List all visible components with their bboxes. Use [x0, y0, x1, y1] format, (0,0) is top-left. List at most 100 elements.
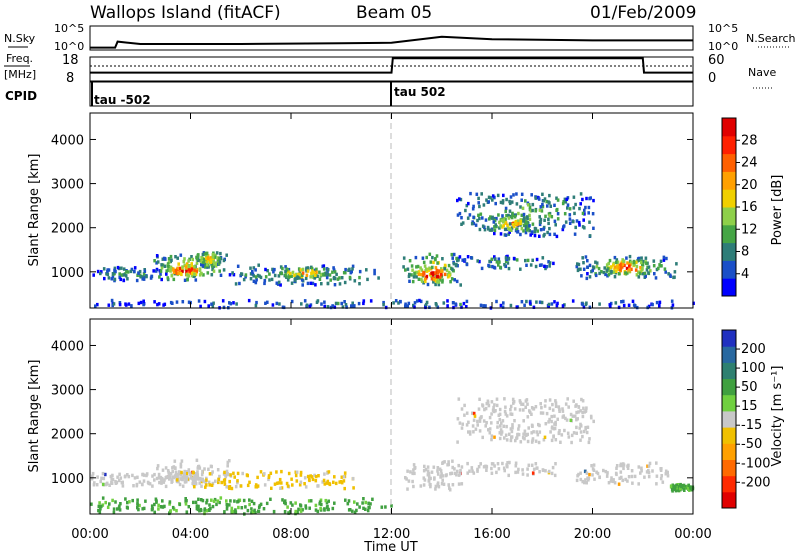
echo-cell	[326, 305, 330, 309]
echo-cell	[514, 461, 518, 465]
echo-cell	[621, 478, 624, 483]
echo-cell	[621, 262, 625, 267]
echo-cell	[512, 256, 516, 261]
echo-cell	[188, 264, 191, 268]
echo-cell	[541, 204, 545, 209]
echo-cell	[542, 199, 545, 203]
echo-cell	[498, 417, 502, 422]
echo-cell	[114, 500, 117, 504]
echo-cell	[141, 507, 144, 511]
echo-cell	[228, 459, 231, 463]
echo-cell	[255, 278, 258, 282]
echo-cell	[579, 477, 583, 482]
echo-cell	[300, 302, 303, 306]
echo-cell	[193, 272, 196, 276]
echo-cell	[429, 260, 433, 264]
echo-cell	[548, 398, 552, 402]
echo-cell	[579, 438, 582, 442]
echo-cell	[688, 488, 691, 492]
echo-cell	[424, 467, 428, 472]
echo-cell	[290, 477, 293, 481]
echo-cell	[175, 478, 179, 482]
echo-cell	[553, 414, 556, 418]
colorbar-tick-label: -15	[741, 418, 762, 433]
echo-cell	[594, 273, 598, 278]
echo-cell	[340, 276, 344, 280]
echo-cell	[436, 275, 440, 279]
echo-cell	[180, 272, 183, 277]
echo-cell	[512, 400, 516, 404]
echo-cell	[528, 217, 532, 221]
echo-cell	[550, 414, 553, 419]
echo-cell	[211, 253, 215, 257]
echo-cell	[619, 266, 623, 270]
echo-cell	[569, 418, 573, 422]
echo-cell	[595, 470, 598, 474]
echo-cell	[504, 256, 508, 260]
echo-cell	[171, 301, 174, 305]
echo-cell	[547, 212, 551, 216]
echo-cell	[457, 482, 461, 486]
freq-label: Freq.	[6, 52, 33, 65]
echo-cell	[503, 436, 506, 440]
echo-cell	[234, 484, 238, 489]
echo-cell	[382, 300, 385, 305]
echo-cell	[160, 479, 163, 484]
echo-cell	[419, 484, 423, 488]
echo-cell	[628, 270, 631, 274]
echo-cell	[436, 280, 439, 284]
echo-cell	[175, 300, 179, 304]
echo-cell	[544, 266, 547, 271]
nsky-label: N.Sky	[4, 32, 36, 45]
echo-cell	[490, 228, 493, 232]
echo-cell	[584, 255, 588, 259]
echo-cell	[479, 303, 483, 307]
echo-cell	[505, 214, 508, 218]
echo-cell	[564, 200, 568, 204]
echo-cell	[507, 266, 511, 271]
echo-cell	[342, 475, 346, 479]
colorbar-segment	[722, 242, 736, 261]
site-title: Wallops Island (fitACF)	[90, 3, 281, 23]
echo-cell	[268, 278, 271, 282]
echo-cell	[643, 475, 646, 479]
echo-cell	[566, 431, 570, 435]
echo-cell	[477, 465, 481, 469]
echo-cell	[199, 304, 202, 309]
echo-cell	[671, 303, 675, 307]
echo-cell	[526, 215, 529, 219]
echo-cell	[310, 271, 313, 275]
echo-cell	[326, 471, 329, 475]
echo-cell	[488, 415, 492, 420]
echo-cell	[477, 213, 480, 217]
echo-cell	[399, 300, 402, 304]
echo-cell	[579, 202, 582, 206]
echo-cell	[582, 305, 586, 309]
colorbar-segment	[722, 278, 736, 297]
colorbar-tick-label: -200	[741, 475, 771, 490]
echo-cell	[239, 484, 243, 488]
echo-cell	[333, 475, 336, 479]
echo-cell	[242, 498, 246, 503]
colorbar-segment	[722, 330, 736, 347]
echo-cell	[524, 405, 527, 409]
echo-cell	[470, 466, 474, 470]
echo-cell	[163, 302, 167, 306]
echo-cell	[104, 472, 107, 477]
echo-cell	[522, 432, 525, 436]
echo-cell	[622, 303, 626, 308]
echo-cell	[281, 498, 284, 502]
x-tick-label: 00:00	[71, 527, 108, 542]
echo-cell	[424, 302, 428, 307]
echo-cell	[579, 430, 583, 434]
echo-cell	[105, 482, 108, 486]
echo-cell	[348, 267, 351, 271]
echo-cell	[275, 281, 279, 285]
echo-cell	[519, 205, 522, 209]
echo-cell	[490, 400, 494, 404]
echo-cell	[622, 462, 625, 466]
echo-cell	[537, 440, 541, 445]
echo-cell	[159, 475, 163, 480]
echo-cell	[218, 474, 221, 479]
